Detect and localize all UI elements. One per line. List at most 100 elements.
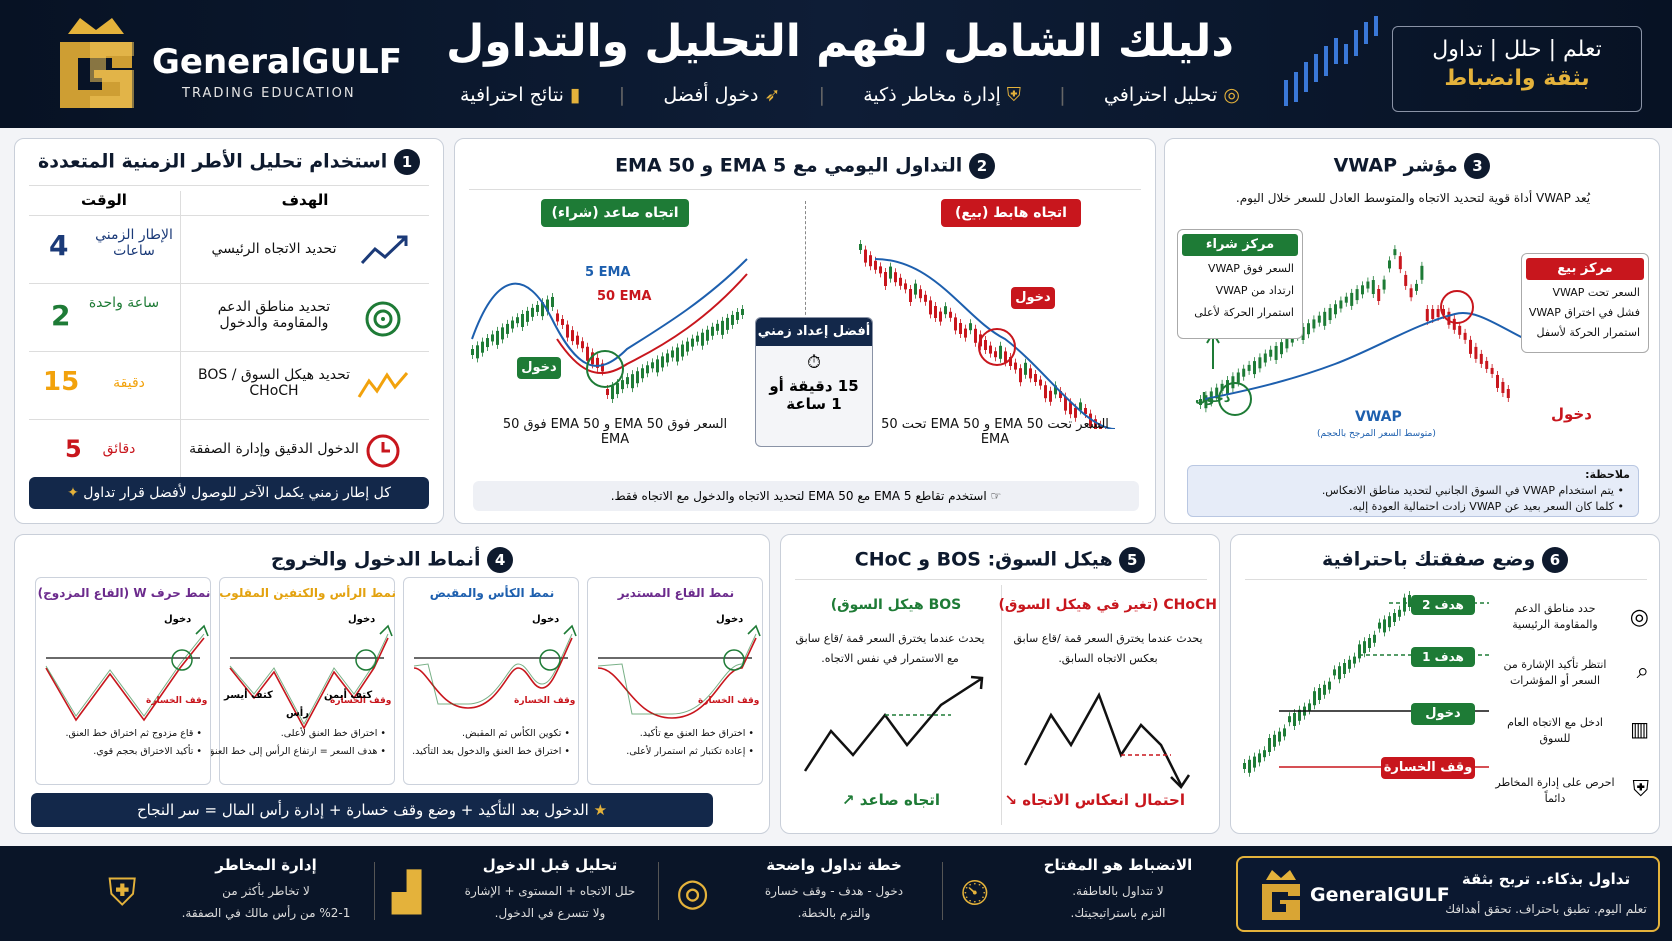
footer: GeneralGULF تداول بذكاء.. تربح بثقة تعلم… — [0, 846, 1672, 941]
pattern-card: نمط حرف W (القاع المزدوج) دخول وقف الخسا… — [35, 577, 211, 785]
vwap-desc: يُعد VWAP أداة قوية لتحديد الاتجاه والمت… — [1235, 191, 1591, 205]
pattern-bullet: • اختراق خط العنق لأعلى. — [280, 728, 386, 739]
section-title: 4 أنماط الدخول والخروج — [15, 547, 769, 573]
sell-item: السعر تحت VWAP — [1552, 286, 1640, 299]
footer-item-line: دخول - هدف - وقف خسارة — [764, 884, 904, 898]
brand-subtitle: TRADING EDUCATION — [182, 86, 356, 101]
bos-footer: اتجاه صاعد ↗ — [841, 791, 941, 809]
target-arrow-icon: ◎ — [676, 870, 710, 914]
step-item: ⌕ انتظر تأكيد الإشارة من السعر أو المؤشر… — [1503, 658, 1649, 687]
uptrend-chart — [471, 258, 748, 404]
head-label: رأس — [286, 708, 309, 719]
tf-row-4h: تحديد الاتجاه الرئيسي 4 الإطار الزمني سا… — [29, 217, 429, 283]
pattern-bullet: • هدف السعر = ارتفاع الرأس إلى خط العنق. — [204, 746, 386, 757]
pattern-title: نمط القاع المستدير — [617, 586, 735, 600]
buy-item: السعر فوق VWAP — [1207, 262, 1294, 275]
tf-number: 5 — [65, 435, 82, 463]
note-item: • كلما كان السعر بعيد عن VWAP زادت احتما… — [1349, 500, 1624, 513]
clock-icon — [366, 434, 400, 468]
best-setup-title: أفضل إعداد زمني — [756, 318, 872, 346]
tf-goal: الدخول الدقيق وإدارة الصفقة — [189, 441, 359, 457]
footer-item-title: تحليل قبل الدخول — [482, 856, 618, 874]
buy-title: مركز شراء — [1182, 234, 1298, 256]
footer-item-line: والتزم بالخطة. — [797, 906, 871, 920]
footer-item: ◎ خطة تداول واضحة دخول - هدف - وقف خسارة… — [666, 854, 936, 934]
step-item: ▥ ادخل مع الاتجاه العام للسوق — [1507, 716, 1649, 745]
trend-up-icon — [360, 235, 408, 265]
tf-goal: تحديد هيكل السوق BOS / CHoCH — [198, 367, 350, 399]
pattern-stop: وقف الخسارة — [698, 696, 760, 706]
section-ema: 2 التداول اليومي مع EMA 5 و 50 EMA اتجاه… — [454, 138, 1156, 524]
pattern-chart — [597, 624, 761, 719]
bos-title: BOS هيكل السوق) — [830, 597, 962, 613]
footer-item-line: لا تخاطر بأكثر من — [222, 884, 310, 898]
clock-icon: ⏱ — [806, 352, 822, 373]
col-goal: الهدف — [281, 191, 329, 209]
slogan-box: تعلم | حلل | تداول بثقة وانضباط — [1392, 26, 1642, 112]
pattern-chart — [45, 624, 209, 722]
pattern-card: نمط القاع المستدير دخول وقف الخسارة • اخ… — [587, 577, 763, 785]
shield-icon: ⛨ — [1006, 84, 1022, 106]
pattern-title: نمط الرأس والكتفين المقلوب — [219, 586, 396, 600]
gg-logo-icon — [60, 18, 134, 108]
tf-unit: دقائق — [102, 441, 136, 457]
footer-item-title: خطة تداول واضحة — [766, 856, 902, 874]
vwap-line-label: VWAP — [1355, 409, 1402, 425]
feature-row: ◎ تحليل احترافي | ⛨ إدارة مخاطر ذكية | ➶… — [460, 84, 1240, 114]
downtrend-condition: السعر تحت 50 EMA و 50 EMA تحت 50 EMA — [881, 417, 1109, 447]
pattern-card: نمط الكأس والمقبض دخول وقف الخسارة • تكو… — [403, 577, 579, 785]
sell-title: مركز بيع — [1526, 258, 1644, 280]
bos-desc: يحدث عندما يخترق السعر قمة /قاع سابق مع … — [795, 632, 985, 665]
tf-row-1h: تحديد مناطق الدعم والمقاومة والدخول 2 سا… — [29, 285, 429, 351]
sell-box: مركز بيع السعر تحت VWAP فشل في اختراق VW… — [1521, 253, 1649, 353]
pattern-entry: دخول — [532, 614, 560, 625]
feature-results: ▮ نتائج احترافية — [460, 84, 581, 106]
ema5-label: 5 EMA — [585, 265, 631, 280]
buy-item: استمرار الحركة لأعلى — [1194, 306, 1294, 319]
section-title: 5 هيكل السوق: BOS و CHoC — [781, 547, 1219, 573]
pattern-title: نمط الكأس والمقبض — [429, 586, 555, 600]
promo-subtitle: تعلم اليوم. تطبق باحتراف. تحقق أهدافك — [1445, 902, 1647, 916]
right-shoulder-label: كتف أيمن — [324, 690, 373, 701]
tf-number: 2 — [51, 299, 71, 332]
trend-up-icon: ↗ — [841, 791, 855, 809]
tf-row-5m: الدخول الدقيق وإدارة الصفقة 5 دقائق — [29, 421, 429, 481]
buy-item: ارتداد من VWAP — [1215, 284, 1294, 297]
section-structure: 5 هيكل السوق: BOS و CHoC CHoCH (تغير في … — [780, 534, 1220, 834]
tf-unit: ساعة واحدة — [88, 295, 160, 311]
ema-note: ☞ استخدم تقاطع EMA 5 مع 50 EMA لتحديد ال… — [473, 481, 1139, 511]
pattern-bullet: • تأكيد الاختراق بحجم قوي. — [93, 746, 202, 757]
section-title: 6 وضع صفقتك باحترافية — [1231, 547, 1659, 573]
pattern-entry: دخول — [716, 614, 744, 625]
page-title: دليلك الشامل لفهم التحليل والتداول — [446, 16, 1234, 67]
clock-cycle-icon: ⏲ — [960, 870, 990, 914]
choch-diagram — [1023, 692, 1191, 789]
pattern-stop: وقف الخسارة — [514, 696, 576, 706]
growth-chart-icon: ▟ — [392, 870, 422, 914]
zigzag-icon — [357, 372, 409, 398]
target2-tag: هدف 2 — [1411, 595, 1475, 615]
shield-check-icon: ⛨ — [1632, 777, 1649, 802]
uptrend-condition: السعر فوق 50 EMA و 50 EMA فوق 50 EMA — [502, 417, 728, 447]
bos-diagram — [803, 675, 984, 772]
pattern-bullet: • اختراق خط العنق والدخول بعد التأكيد. — [412, 746, 570, 757]
candles-decor-icon — [1284, 16, 1378, 106]
footer-item-title: الانضباط هو المفتاح — [1043, 856, 1193, 874]
section-patterns: 4 أنماط الدخول والخروج نمط القاع المستدي… — [14, 534, 770, 834]
bar-chart-icon: ▥ — [1630, 717, 1649, 741]
pattern-bullet: • قاع مزدوج ثم اختراق خط العنق. — [65, 728, 202, 739]
feature-analysis: ◎ تحليل احترافي — [1103, 84, 1240, 106]
choch-title: CHoCH (تغير في هيكل السوق) — [998, 597, 1217, 613]
slogan-line2: بثقة وانضباط — [1444, 66, 1590, 91]
section-title: 1 استخدام تحليل الأطر الزمنية المتعددة — [15, 149, 443, 175]
note-title: ملاحظة: — [1585, 468, 1630, 481]
pattern-stop: وقف الخسارة — [330, 696, 392, 706]
rocket-icon: ➶ — [764, 84, 781, 106]
choch-footer: احتمال انعكاس الاتجاه ↘ — [1004, 791, 1185, 809]
gg-logo-icon — [1262, 870, 1300, 920]
col-time: الوقت — [81, 191, 127, 209]
footer-item-line: حلل الاتجاه + المستوى + الإشارة — [464, 884, 636, 898]
target-icon — [365, 301, 401, 337]
uptrend-label: اتجاه صاعد (شراء) — [541, 199, 689, 227]
